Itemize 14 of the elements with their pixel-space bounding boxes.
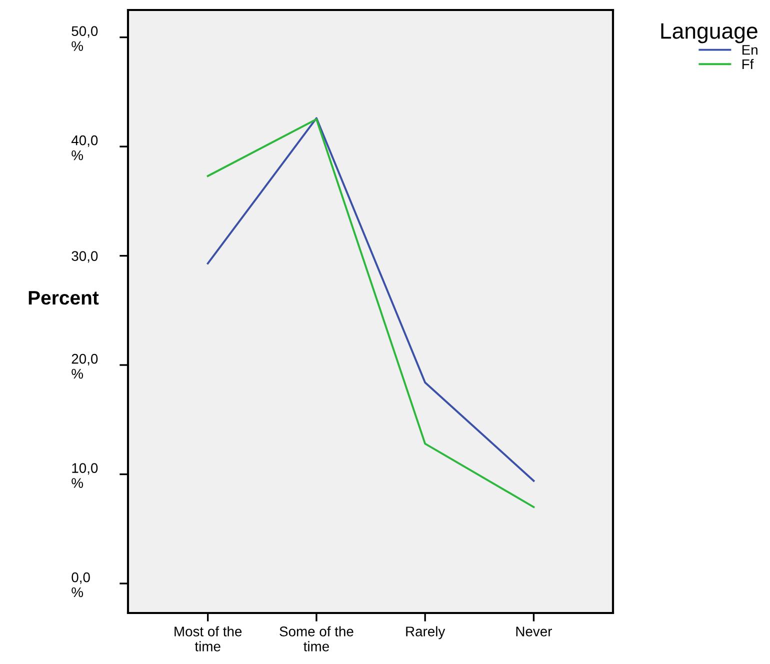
- y-tick-label: 20,0 %: [72, 354, 98, 379]
- y-tick-label: 50,0 %: [72, 26, 98, 51]
- y-axis-title: Percent: [28, 291, 99, 305]
- y-tick-label: 30,0: [72, 251, 98, 263]
- y-tick-label: 0,0 %: [72, 572, 90, 598]
- legend-label: En: [742, 45, 758, 55]
- x-tick-label: Some of the time: [280, 626, 354, 652]
- x-tick-label: Most of the time: [174, 626, 242, 652]
- y-tick-label: 40,0 %: [71, 135, 98, 160]
- legend-label: Ff: [742, 58, 754, 70]
- x-tick-label: Rarely: [406, 626, 446, 640]
- y-tick-label: 10,0 %: [72, 463, 98, 488]
- x-tick-label: Never: [516, 626, 552, 636]
- legend-title: Language: [661, 23, 758, 44]
